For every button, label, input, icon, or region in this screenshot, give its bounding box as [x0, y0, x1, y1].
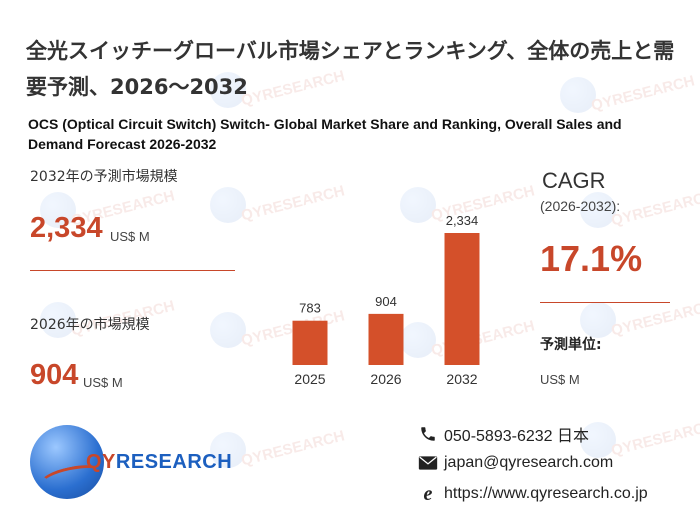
data-label-2025: 783: [299, 301, 321, 316]
forecast-unit-label: 予測単位:: [540, 337, 602, 353]
contact-website[interactable]: e https://www.qyresearch.co.jp: [418, 482, 648, 505]
bar-2032: [444, 233, 480, 365]
cagr-label: CAGR: [542, 168, 606, 193]
website-link[interactable]: https://www.qyresearch.co.jp: [444, 485, 648, 502]
market-size-bar-chart: 783 2025 904 2026 2,334 2032: [292, 213, 480, 387]
logo-text: QYRESEARCH: [86, 451, 233, 473]
data-label-2032: 2,334: [446, 213, 479, 228]
qyresearch-logo: QYRESEARCH: [30, 425, 232, 501]
x-tick-2025: 2025: [294, 371, 325, 387]
phone-icon: [418, 424, 438, 444]
forecast-2032-label: 2032年の予測市場規模: [30, 169, 178, 185]
phone-text: 050-5893-6232 日本: [444, 428, 589, 445]
bar-2025: [292, 320, 328, 365]
browser-e-icon: e: [423, 482, 433, 505]
market-2026-unit: US$ M: [83, 375, 123, 390]
forecast-unit-value: US$ M: [540, 372, 580, 387]
market-2026-value: 904: [30, 359, 79, 391]
divider: [30, 270, 235, 271]
cagr-period: (2026-2032):: [540, 198, 621, 214]
forecast-2032-unit: US$ M: [110, 229, 150, 244]
contact-phone: 050-5893-6232 日本: [418, 422, 589, 446]
market-2026-label: 2026年の市場規模: [30, 317, 150, 333]
x-tick-2032: 2032: [446, 371, 477, 387]
email-link[interactable]: japan@qyresearch.com: [444, 454, 614, 471]
x-tick-2026: 2026: [370, 371, 401, 387]
cagr-value: 17.1%: [540, 238, 643, 279]
forecast-2032-value: 2,334: [30, 212, 103, 244]
page-title-en: OCS (Optical Circuit Switch) Switch- Glo…: [28, 116, 622, 152]
divider: [540, 302, 670, 303]
data-label-2026: 904: [375, 294, 397, 309]
page-title-jp: 全光スイッチーグローバル市場シェアとランキング、全体の売上と需要予測、2026～…: [26, 39, 675, 99]
mail-icon: [418, 453, 438, 473]
bar-2026: [368, 313, 404, 365]
globe-icon: [30, 425, 104, 499]
contact-email[interactable]: japan@qyresearch.com: [418, 453, 613, 473]
